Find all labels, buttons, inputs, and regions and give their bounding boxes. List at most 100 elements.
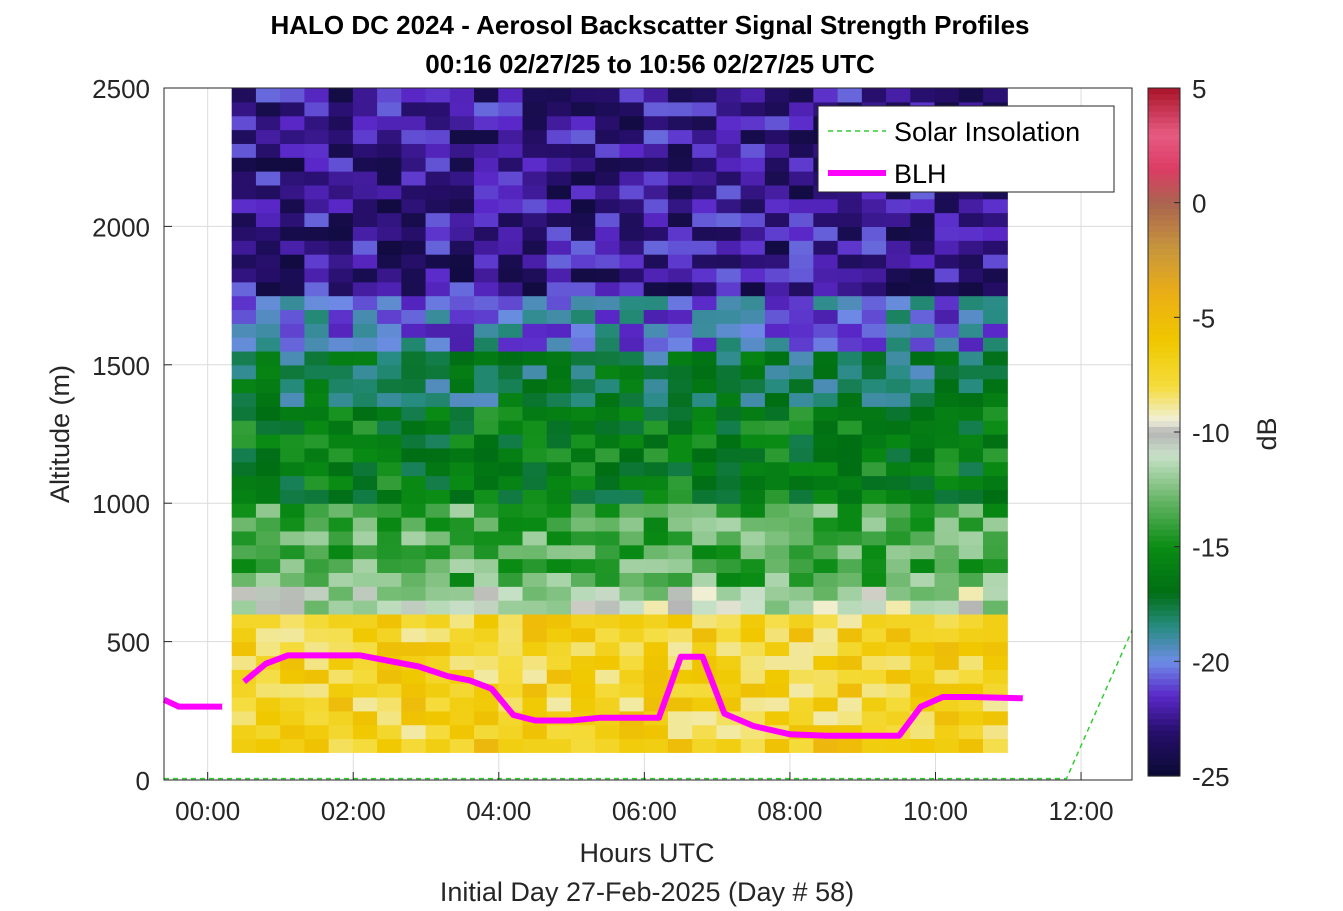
heatmap-cell [958,724,984,740]
colorbar-segment [1148,328,1180,336]
heatmap-cell [910,738,936,753]
heatmap-cell [837,295,863,311]
colorbar-segment [1148,730,1180,737]
heatmap-cell [546,212,572,227]
heatmap-cell [449,434,475,449]
heatmap-cell [595,240,621,255]
heatmap-cell [280,461,305,477]
heatmap-cell [425,710,451,726]
heatmap-cell [619,503,645,518]
heatmap-cell [667,724,693,740]
heatmap-cell [328,613,354,629]
colorbar-segment [1148,661,1180,668]
heatmap-cell [231,586,257,601]
colorbar-segment [1148,735,1180,743]
heatmap-cell [280,392,305,407]
heatmap-cell [813,627,839,643]
heatmap-cell [910,378,936,394]
heatmap-cell [255,544,281,560]
heatmap-cell [861,254,887,269]
heatmap-cell [764,350,790,366]
heatmap-cell [425,641,451,657]
heatmap-cell [352,696,378,712]
heatmap-cell [377,517,402,532]
heatmap-cell [861,461,887,477]
heatmap-cell [401,378,427,394]
heatmap-cell [280,226,305,241]
heatmap-cell [231,461,257,477]
heatmap-cell [498,267,524,283]
heatmap-cell [958,267,984,283]
heatmap-cell [546,655,572,670]
heatmap-cell [352,171,378,186]
colorbar-segment [1148,265,1180,273]
colorbar-segment [1148,363,1180,370]
heatmap-cell [886,489,911,504]
heatmap-cell [958,489,984,504]
heatmap-cell [667,447,693,463]
heatmap-cell [764,295,790,311]
heatmap-cell [837,461,863,477]
heatmap-cell [861,683,887,698]
heatmap-cell [764,157,790,172]
heatmap-cell [449,572,475,587]
colorbar-segment [1148,179,1180,187]
heatmap-cell [837,88,863,103]
heatmap-cell [449,475,475,490]
heatmap-cell [328,240,354,255]
heatmap-cell [813,309,839,324]
heatmap-cell [643,641,669,657]
heatmap-cell [837,240,863,255]
heatmap-cell [474,88,499,103]
heatmap-cell [667,184,693,200]
heatmap-cell [352,558,378,573]
heatmap-cell [910,350,936,366]
heatmap-cell [474,267,499,283]
heatmap-cell [789,212,814,227]
heatmap-cell [546,157,572,172]
heatmap-cell [716,309,742,324]
heatmap-cell [474,295,499,311]
heatmap-cell [522,337,548,352]
heatmap-cell [328,475,354,490]
heatmap-cell [886,406,911,421]
heatmap-cell [910,572,936,587]
heatmap-cell [304,309,330,324]
heatmap-cell [789,627,814,643]
heatmap-cell [983,572,1008,587]
heatmap-cell [401,710,427,726]
heatmap-cell [958,586,984,601]
heatmap-cell [716,337,742,352]
heatmap-cell [377,558,402,573]
heatmap-cell [716,627,742,643]
heatmap-cell [352,489,378,504]
heatmap-cell [377,696,402,712]
heatmap-cell [449,627,475,643]
heatmap-cell [425,115,451,131]
heatmap-cell [934,88,960,103]
heatmap-cell [740,586,766,601]
heatmap-cell [837,530,863,546]
colorbar-segment [1148,535,1180,542]
heatmap-cell [958,323,984,338]
heatmap-cell [352,420,378,435]
heatmap-cell [231,337,257,352]
plot-area [162,87,1133,781]
heatmap-cell [837,738,863,753]
heatmap-cell [328,434,354,449]
heatmap-cell [716,434,742,449]
heatmap-cell [377,503,402,518]
heatmap-cell [231,323,257,338]
heatmap-cell [667,212,693,227]
heatmap-cell [231,724,257,740]
heatmap-cell [401,530,427,546]
heatmap-cell [789,669,814,684]
y-axis-label: Altitude (m) [45,365,75,503]
heatmap-cell [474,627,499,643]
heatmap-cell [449,489,475,504]
heatmap-cell [958,475,984,490]
heatmap-cell [231,212,257,227]
heatmap-cell [449,309,475,324]
heatmap-cell [740,641,766,657]
heatmap-cell [255,572,281,587]
